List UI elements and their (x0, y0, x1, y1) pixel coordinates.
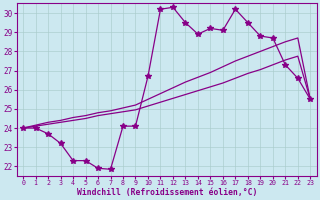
X-axis label: Windchill (Refroidissement éolien,°C): Windchill (Refroidissement éolien,°C) (76, 188, 257, 197)
